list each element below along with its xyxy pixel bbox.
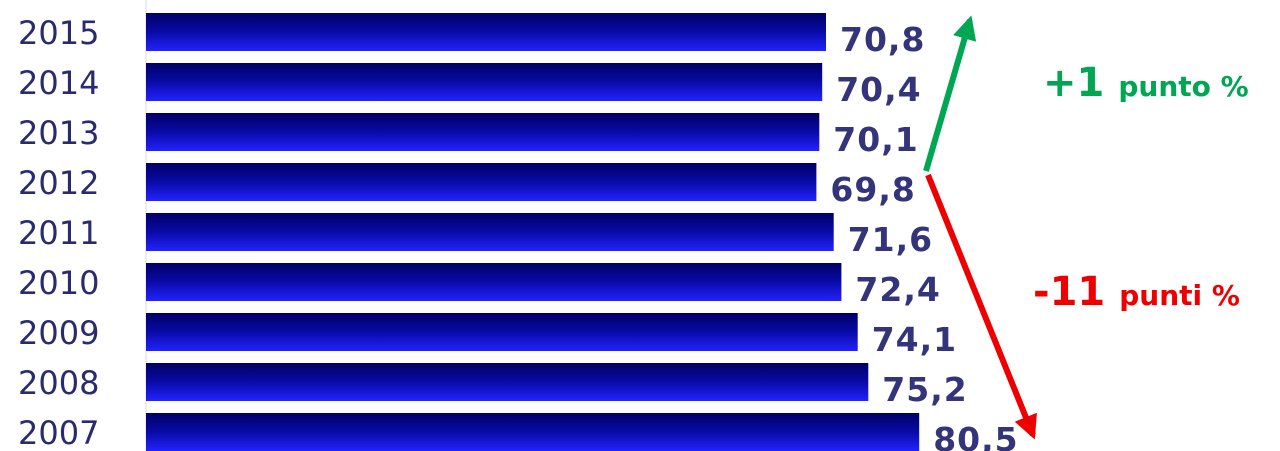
y-tick-label-2008: 2008 [18, 364, 99, 402]
y-tick-label-2009: 2009 [18, 314, 99, 352]
bar-2007 [146, 413, 920, 451]
value-label-2011: 71,6 [848, 220, 933, 259]
bar-2009 [146, 313, 858, 351]
value-label-2012: 69,8 [830, 170, 915, 209]
increase-annotation: +1 punto % [1043, 60, 1249, 106]
decrease-arrow [925, 173, 1037, 440]
bar-2015 [146, 13, 826, 51]
bar-2010 [146, 263, 842, 301]
bar-2008 [146, 363, 869, 401]
increase-annotation-text: punto % [1118, 70, 1248, 103]
y-tick-label-2011: 2011 [18, 214, 99, 252]
decrease-annotation: -11 punti % [1033, 269, 1240, 315]
decrease-annotation-text: punti % [1119, 279, 1240, 312]
y-tick-label-2015: 2015 [18, 14, 99, 52]
increase-annotation-value: +1 [1043, 60, 1104, 106]
value-label-2007: 80,5 [933, 420, 1018, 451]
y-tick-label-2014: 2014 [18, 64, 99, 102]
y-tick-label-2010: 2010 [18, 264, 99, 302]
y-tick-label-2007: 2007 [18, 414, 99, 451]
value-label-2013: 70,1 [833, 120, 918, 159]
bar-2013 [146, 113, 820, 151]
value-label-2009: 74,1 [872, 320, 957, 359]
bars [146, 13, 920, 451]
value-labels: 70,8 70,4 70,1 69,8 71,6 72,4 74,1 75,2 80,5 [830, 20, 1018, 451]
value-label-2010: 72,4 [855, 270, 940, 309]
y-tick-label-2012: 2012 [18, 164, 99, 202]
bar-2012 [146, 163, 817, 201]
year-labels: 2015 2014 2013 2012 2011 2010 2009 2008 2007 [18, 14, 99, 451]
decrease-annotation-value: -11 [1033, 269, 1105, 315]
increase-arrow [923, 15, 977, 172]
bar-2014 [146, 63, 823, 101]
value-label-2015: 70,8 [840, 20, 925, 59]
value-label-2014: 70,4 [836, 70, 921, 109]
value-label-2008: 75,2 [882, 370, 967, 409]
bar-2011 [146, 213, 834, 251]
y-tick-label-2013: 2013 [18, 114, 99, 152]
